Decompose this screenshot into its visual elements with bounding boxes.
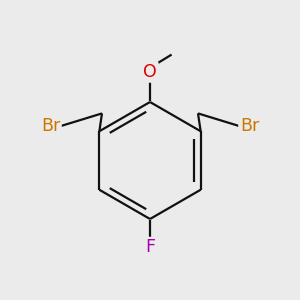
Text: O: O [143,63,157,81]
Text: F: F [145,238,155,256]
Text: Br: Br [41,117,60,135]
Text: Br: Br [240,117,259,135]
